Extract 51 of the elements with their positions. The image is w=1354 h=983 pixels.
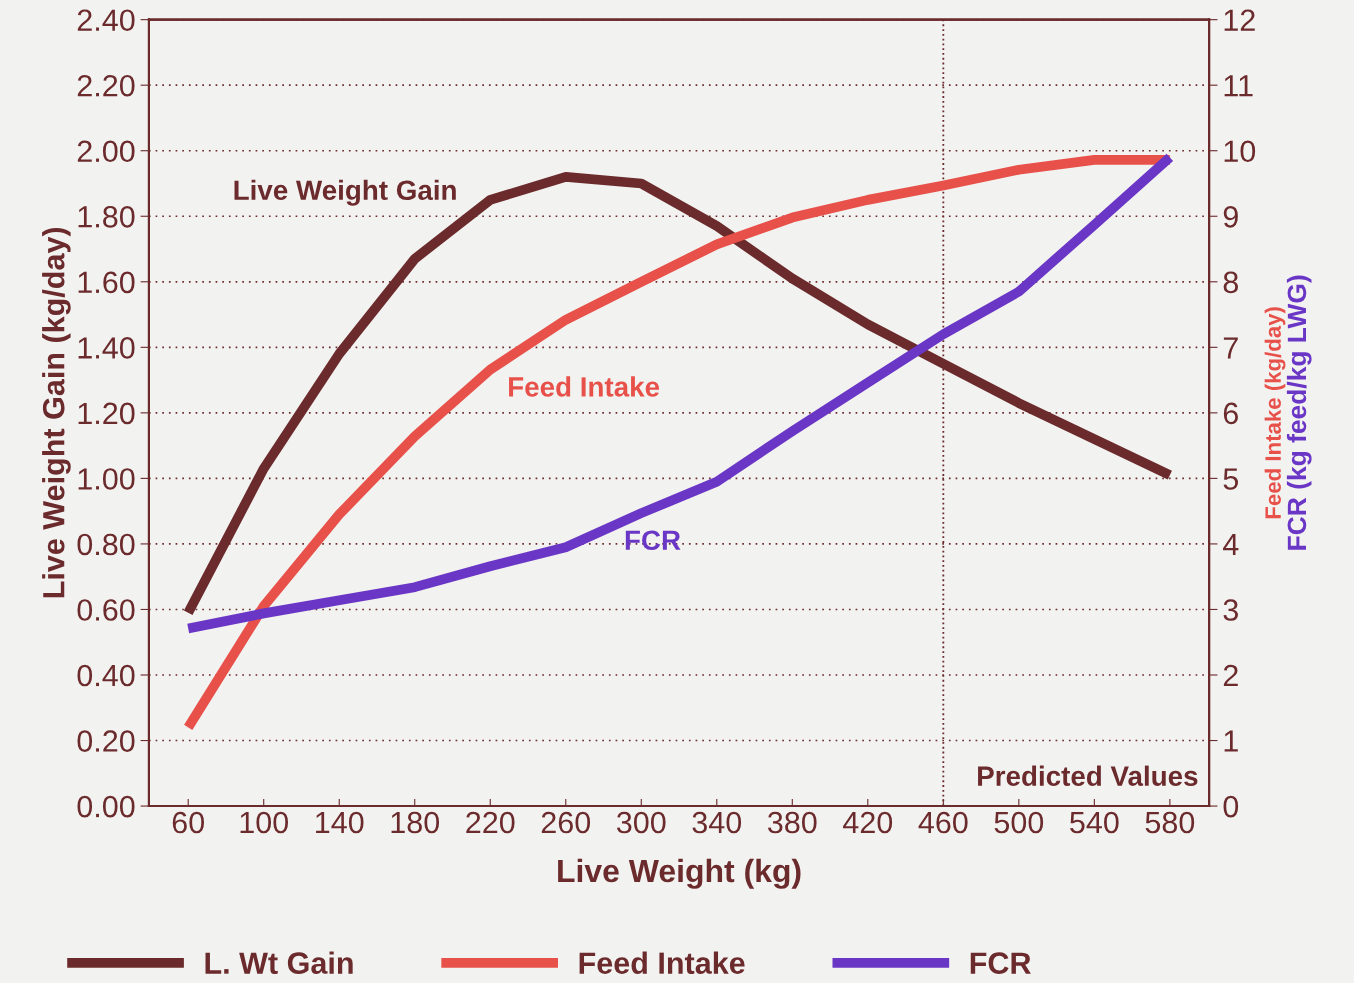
y2-tick-label: 12 (1224, 9, 1255, 31)
y2-tick-label: 9 (1223, 206, 1238, 228)
y2-tick-label: 8 (1223, 271, 1238, 294)
x-tick-label: 220 (466, 811, 515, 834)
y-axis-title: Live Weight Gain (kg/day) (42, 227, 71, 598)
y2-tick-label: 7 (1223, 337, 1238, 359)
y2-tick-label: 3 (1223, 599, 1238, 621)
x-tick-label: 380 (767, 811, 817, 834)
y2-axis-title: Feed Intake (kg/day) (1264, 307, 1286, 519)
x-tick-label: 60 (172, 811, 205, 834)
x-tick-label: 260 (541, 811, 591, 834)
y2-tick-label: 0 (1223, 795, 1239, 818)
x-tick-label: 500 (994, 811, 1044, 834)
annotation: Predicted Values (978, 765, 1198, 786)
annotation: Live Weight Gain (234, 179, 456, 206)
x-tick-label: 140 (316, 811, 364, 834)
x-axis-title: Live Weight (kg) (558, 858, 801, 889)
legend-label: L. Wt Gain (205, 951, 353, 974)
y-tick-label: 0.20 (77, 730, 135, 752)
x-tick-label: 540 (1070, 811, 1119, 834)
y-tick-label: 0.80 (77, 533, 135, 556)
y2-tick-label: 2 (1223, 664, 1238, 687)
x-tick-label: 420 (843, 811, 893, 834)
legend-label: FCR (970, 952, 1031, 974)
y-tick-label: 0.00 (77, 795, 135, 818)
y2-tick-label: 5 (1223, 468, 1239, 490)
y-tick-label: 0.40 (77, 664, 135, 687)
annotation: FCR (625, 530, 681, 551)
y2-tick-label: 1 (1224, 730, 1238, 752)
y-tick-label: 1.20 (78, 402, 135, 425)
annotation: Feed Intake (509, 376, 660, 397)
y2-tick-label: 10 (1224, 140, 1256, 163)
y-tick-label: 2.00 (77, 140, 135, 163)
legend-label: Feed Intake (579, 951, 745, 974)
y-tick-label: 0.60 (77, 599, 135, 621)
y2-tick-label: 6 (1223, 402, 1238, 425)
y2-tick-label: 4 (1223, 533, 1239, 555)
x-tick-label: 580 (1145, 811, 1195, 834)
x-tick-label: 340 (692, 811, 742, 834)
text: FCR (kg feed/kg LWG) (1286, 275, 1312, 550)
y-tick-label: 1.60 (78, 271, 135, 294)
x-tick-label: 100 (240, 811, 289, 834)
x-tick-label: 460 (918, 811, 968, 834)
y-tick-label: 2.40 (77, 9, 135, 32)
y-tick-label: 1.00 (78, 468, 135, 490)
y-tick-label: 1.80 (78, 206, 135, 228)
x-tick-label: 180 (391, 811, 440, 834)
y-tick-label: 1.40 (78, 337, 135, 359)
y2-tick-label: 11 (1224, 75, 1253, 97)
y-tick-label: 2.20 (77, 74, 135, 97)
x-tick-label: 300 (616, 811, 666, 834)
